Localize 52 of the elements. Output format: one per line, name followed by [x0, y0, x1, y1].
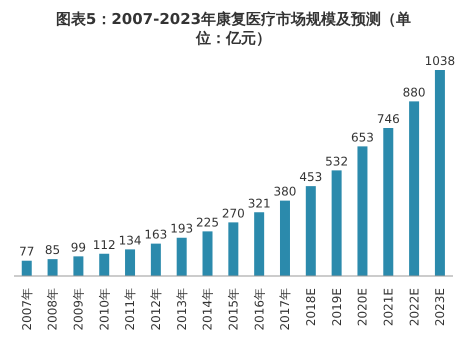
data-label: 532	[325, 154, 348, 168]
x-tick-label: 2015年	[226, 288, 240, 331]
x-tick-label: 2010年	[97, 288, 112, 331]
bar	[409, 101, 420, 276]
bar	[357, 146, 368, 276]
bar	[254, 212, 264, 276]
x-tick-label: 2017年	[278, 288, 292, 331]
bar	[125, 249, 136, 276]
bar	[99, 254, 110, 276]
x-tick-label: 2016年	[252, 288, 266, 331]
bar	[306, 186, 316, 276]
x-tick-label: 2011年	[123, 288, 138, 331]
x-tick-label: 2008年	[46, 288, 60, 331]
data-label: 134	[118, 233, 142, 248]
bar	[332, 170, 342, 276]
x-tick-label: 2019E	[330, 288, 344, 326]
x-tick-label: 2018E	[304, 288, 318, 326]
data-label: 99	[70, 240, 86, 254]
x-tick-label: 2023E	[433, 288, 448, 326]
data-label: 193	[170, 222, 194, 236]
x-tick-label: 2014年	[200, 288, 215, 331]
x-tick-label: 2012年	[149, 288, 164, 331]
x-tick-label: 2013年	[174, 288, 189, 331]
bar	[73, 256, 84, 276]
data-label: 225	[196, 215, 219, 230]
x-tick-label: 2022E	[407, 288, 422, 326]
x-tick-label: 2009年	[72, 288, 86, 331]
bar	[176, 238, 187, 276]
chart-title: 图表5：2007-2023年康复医疗市场规模及预测（单位：亿元）	[54, 9, 412, 49]
bar	[202, 231, 213, 276]
data-label: 85	[44, 243, 60, 258]
data-label: 77	[19, 244, 34, 259]
data-label: 880	[402, 85, 426, 100]
data-label: 321	[248, 196, 271, 210]
data-label: 380	[274, 184, 296, 199]
x-tick-label: 2021E	[381, 288, 396, 326]
data-label: 112	[92, 238, 116, 252]
x-tick-label: 2020E	[356, 288, 370, 326]
bar	[150, 244, 161, 276]
bar	[48, 259, 58, 276]
data-label: 1038	[424, 54, 456, 68]
data-label: 270	[222, 206, 245, 220]
data-label: 746	[376, 112, 400, 126]
bar	[22, 260, 32, 276]
data-label: 453	[299, 170, 322, 184]
data-label: 653	[351, 130, 374, 144]
bar	[383, 128, 394, 276]
bar	[434, 70, 445, 276]
data-label: 163	[144, 228, 168, 242]
bar	[228, 222, 238, 276]
x-tick-label: 2007年	[20, 288, 34, 331]
bar	[280, 200, 290, 276]
